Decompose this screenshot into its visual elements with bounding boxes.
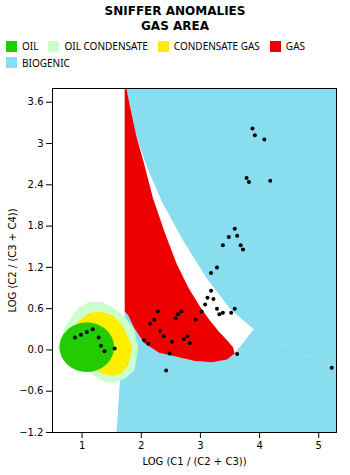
html-text:OIL CONDENSATE: OIL CONDENSATE [64, 39, 148, 54]
html-text:SNIFFER ANOMALIES GAS AREA: SNIFFER ANOMALIES GAS AREA [104, 4, 246, 33]
svg-text:1.2: 1.2 [28, 262, 44, 273]
svg-text:3: 3 [37, 138, 43, 149]
svg-text:LOG (C1 / (C2 + C3)): LOG (C1 / (C2 + C3)) [142, 456, 246, 467]
svg-text:0.0: 0.0 [28, 344, 44, 355]
svg-text:0.6: 0.6 [28, 303, 44, 314]
svg-text:1.8: 1.8 [28, 220, 44, 231]
html-text:OIL: OIL [22, 39, 39, 54]
svg-text:2: 2 [138, 440, 144, 451]
svg-text:2.4: 2.4 [28, 179, 44, 190]
svg-text:−1.2: −1.2 [19, 427, 43, 438]
html-text:GAS: GAS [285, 39, 305, 54]
svg-text:4: 4 [256, 440, 262, 451]
html-text:CONDENSATE GAS: CONDENSATE GAS [173, 39, 260, 54]
svg-text:3.6: 3.6 [28, 96, 44, 107]
svg-text:LOG (C2 / (C3 + C4)): LOG (C2 / (C3 + C4)) [7, 208, 18, 312]
svg-text:−0.6: −0.6 [19, 385, 43, 396]
svg-text:5: 5 [316, 440, 322, 451]
html-text:BIOGENIC: BIOGENIC [22, 55, 70, 70]
svg-text:1: 1 [79, 440, 85, 451]
svg-text:3: 3 [197, 440, 203, 451]
